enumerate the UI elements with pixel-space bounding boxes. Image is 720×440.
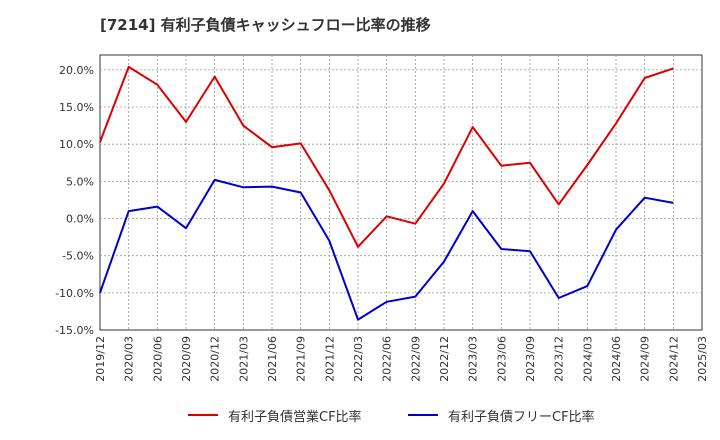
x-tick-label: 2023/12	[553, 336, 566, 382]
y-tick-label: 0.0%	[66, 213, 94, 226]
plot-area	[99, 54, 703, 331]
y-tick-label: -10.0%	[55, 287, 94, 300]
x-tick-label: 2024/03	[581, 336, 594, 382]
legend-swatch-red	[188, 414, 218, 416]
x-tick-label: 2023/09	[524, 336, 537, 382]
legend: 有利子負債営業CF比率 有利子負債フリーCF比率	[0, 405, 720, 425]
series-line-operating-cf	[99, 65, 674, 248]
x-tick-label: 2023/03	[467, 336, 480, 382]
legend-swatch-blue	[408, 414, 438, 416]
series-line-free-cf	[99, 178, 674, 321]
x-tick-label: 2022/03	[352, 336, 365, 382]
x-tick-label: 2021/09	[295, 336, 308, 382]
x-tick-label: 2020/06	[151, 336, 164, 382]
legend-label: 有利子負債営業CF比率	[228, 409, 362, 425]
x-tick-label: 2021/03	[237, 336, 250, 382]
series-lines	[99, 65, 674, 321]
x-tick-label: 2025/03	[696, 336, 709, 382]
y-tick-label: -5.0%	[62, 250, 94, 263]
y-tick-label: 15.0%	[59, 101, 94, 114]
x-tick-label: 2022/12	[438, 336, 451, 382]
x-tick-label: 2022/06	[381, 336, 394, 382]
x-axis-ticks: 2019/12 2020/03 2020/06 2020/09 2020/12 2021/…	[94, 336, 709, 382]
legend-item-free-cf: 有利子負債フリーCF比率	[408, 405, 595, 425]
y-tick-label: 10.0%	[59, 138, 94, 151]
x-tick-label: 2019/12	[94, 336, 107, 382]
grid-lines	[100, 55, 702, 330]
y-tick-label: 5.0%	[66, 175, 94, 188]
x-tick-label: 2024/09	[639, 336, 652, 382]
x-tick-label: 2020/12	[209, 336, 222, 382]
x-tick-label: 2020/09	[180, 336, 193, 382]
chart-title: [7214] 有利子負債キャッシュフロー比率の推移	[100, 16, 431, 34]
legend-item-operating-cf: 有利子負債営業CF比率	[188, 405, 362, 425]
x-tick-label: 2024/06	[610, 336, 623, 382]
x-tick-label: 2023/06	[495, 336, 508, 382]
x-tick-label: 2021/12	[323, 336, 336, 382]
x-tick-label: 2020/03	[123, 336, 136, 382]
legend-label: 有利子負債フリーCF比率	[448, 409, 595, 425]
y-tick-label: 20.0%	[59, 64, 94, 77]
x-tick-label: 2022/09	[409, 336, 422, 382]
x-tick-label: 2021/06	[266, 336, 279, 382]
x-tick-label: 2024/12	[667, 336, 680, 382]
y-axis-ticks: -15.0% -10.0% -5.0% 0.0% 5.0% 10.0% 15.0% 20.0%	[55, 64, 94, 337]
y-tick-label: -15.0%	[55, 324, 94, 337]
